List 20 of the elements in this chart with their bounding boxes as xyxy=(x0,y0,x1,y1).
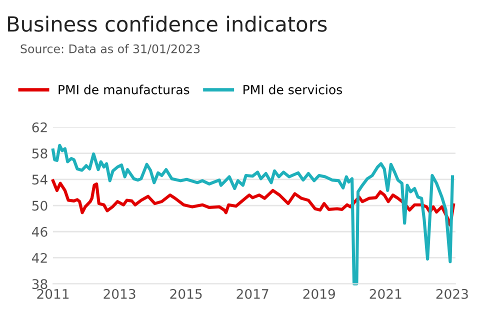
legend-label: PMI de servicios xyxy=(244,84,342,94)
x-tick-label: 2023 xyxy=(436,288,468,299)
y-tick-label: 46 xyxy=(32,226,48,237)
y-tick-label: 38 xyxy=(32,279,48,290)
x-tick-label: 2015 xyxy=(170,288,202,299)
chart-subtitle: Source: Data as of 31/01/2023 xyxy=(20,44,200,54)
y-tick-label: 54 xyxy=(32,174,48,185)
x-tick-label: 2019 xyxy=(303,288,335,299)
y-tick-label: 50 xyxy=(32,200,48,211)
x-tick-label: 2013 xyxy=(104,288,136,299)
chart-title: Business confidence indicators xyxy=(8,16,327,32)
y-tick-label: 62 xyxy=(32,122,47,132)
x-tick-label: 2021 xyxy=(370,288,402,299)
y-tick-label: 42 xyxy=(32,252,47,263)
legend-label: PMI de manufacturas xyxy=(58,84,190,94)
x-tick-label: 2017 xyxy=(236,288,268,299)
y-tick-label: 58 xyxy=(32,148,48,158)
x-tick-label: 2011 xyxy=(37,288,69,299)
line-series xyxy=(51,179,456,227)
line-series xyxy=(51,144,454,286)
